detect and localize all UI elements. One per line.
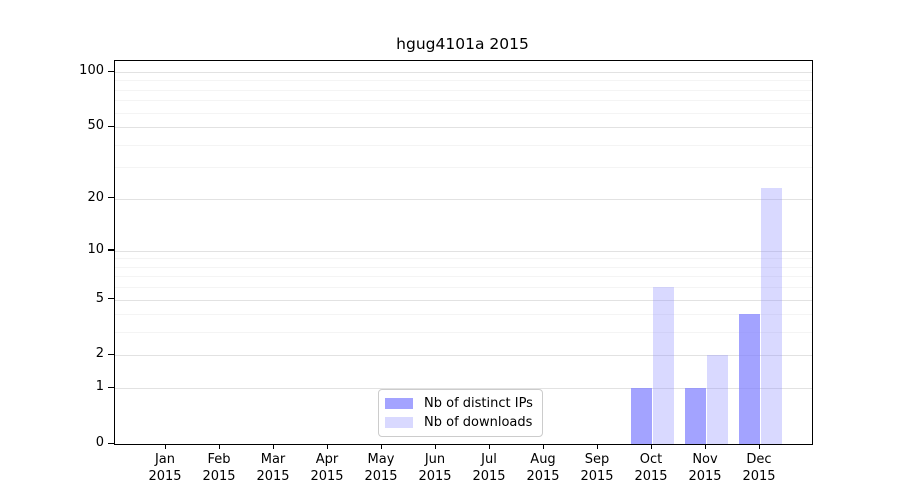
gridline-minor: [115, 287, 812, 289]
gridline-minor: [115, 314, 812, 316]
x-tick-label: Nov 2015: [688, 452, 722, 484]
x-tick-label: Jan 2015: [148, 452, 182, 484]
x-tick-label: Aug 2015: [526, 452, 560, 484]
x-tick-mark: [380, 444, 382, 450]
x-tick-label: Mar 2015: [256, 452, 290, 484]
x-tick-mark: [434, 444, 436, 450]
legend-label-distinct-ips: Nb of distinct IPs: [424, 396, 533, 411]
gridline-major: [115, 127, 812, 129]
gridline-minor: [115, 332, 812, 334]
y-tick-mark: [108, 386, 114, 388]
gridline-minor: [115, 266, 812, 268]
x-tick-mark: [704, 444, 706, 450]
x-tick-mark: [164, 444, 166, 450]
bar-downloads: [760, 187, 782, 444]
legend-label-downloads: Nb of downloads: [424, 415, 533, 430]
y-tick-label: 50: [87, 118, 104, 134]
y-tick-label: 100: [79, 63, 104, 78]
y-tick-label: 10: [87, 241, 104, 257]
x-tick-mark: [488, 444, 490, 450]
gridline-minor: [115, 112, 812, 114]
gridline-minor: [115, 80, 812, 82]
gridline-minor: [115, 258, 812, 260]
y-tick-label: 0: [95, 435, 104, 450]
bar-distinct-ips: [684, 388, 706, 444]
y-tick-mark: [108, 197, 114, 199]
gridline-major: [115, 72, 812, 73]
x-tick-label: Oct 2015: [634, 452, 668, 484]
bar-distinct-ips: [738, 314, 760, 444]
legend-swatch-distinct-ips: [385, 398, 413, 409]
legend-row-downloads: Nb of downloads: [385, 415, 536, 430]
gridline-major: [115, 250, 812, 252]
legend: Nb of distinct IPs Nb of downloads: [378, 389, 543, 437]
gridline-minor: [115, 276, 812, 278]
x-tick-label: Apr 2015: [310, 452, 344, 484]
x-tick-label: May 2015: [364, 452, 398, 484]
gridline-minor: [115, 167, 812, 169]
x-tick-mark: [272, 444, 274, 450]
x-tick-mark: [758, 444, 760, 450]
legend-swatch-downloads: [385, 417, 413, 428]
y-tick-mark: [108, 125, 114, 127]
y-tick-mark: [108, 249, 114, 251]
gridline-minor: [115, 89, 812, 91]
bar-downloads: [706, 355, 728, 444]
x-tick-label: Sep 2015: [580, 452, 614, 484]
y-tick-mark: [108, 442, 114, 444]
x-tick-label: Jun 2015: [418, 452, 452, 484]
x-tick-mark: [596, 444, 598, 450]
x-tick-label: Feb 2015: [202, 452, 236, 484]
plot-area: [114, 60, 813, 445]
y-tick-label: 20: [87, 189, 104, 205]
x-tick-mark: [218, 444, 220, 450]
y-tick-mark: [108, 353, 114, 356]
y-tick-mark: [108, 298, 114, 300]
x-tick-mark: [650, 444, 652, 450]
gridline-minor: [115, 100, 812, 102]
y-tick-label: 5: [95, 290, 104, 306]
y-tick-label: 2: [95, 346, 104, 362]
x-tick-mark: [326, 444, 328, 450]
gridline-major: [115, 198, 812, 200]
x-tick-label: Dec 2015: [742, 452, 776, 484]
chart-title: hgug4101a 2015: [396, 35, 529, 53]
legend-row-distinct-ips: Nb of distinct IPs: [385, 396, 536, 411]
bar-distinct-ips: [630, 388, 652, 444]
gridline-minor: [115, 144, 812, 146]
gridline-major: [115, 355, 812, 357]
gridline-major: [115, 388, 812, 390]
y-tick-label: 1: [95, 379, 104, 395]
x-tick-label: Jul 2015: [472, 452, 506, 484]
x-tick-mark: [542, 444, 544, 450]
gridline-major: [115, 299, 812, 301]
bar-downloads: [652, 287, 674, 444]
y-tick-mark: [108, 70, 114, 72]
